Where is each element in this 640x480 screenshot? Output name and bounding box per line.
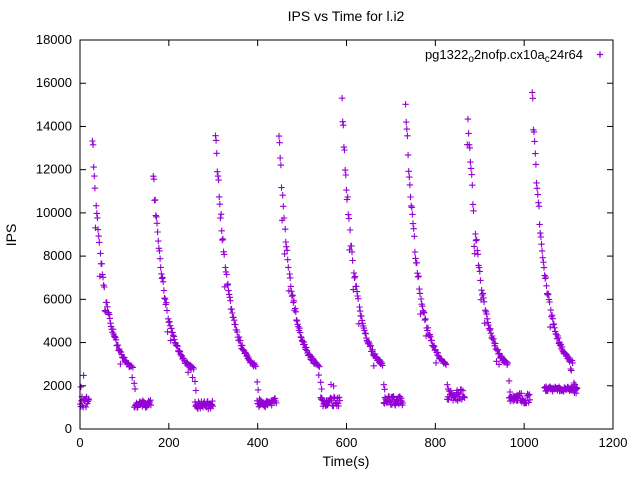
x-tick-label: 800 [424, 435, 446, 450]
x-tick-label: 0 [76, 435, 83, 450]
y-tick-label: 8000 [43, 248, 72, 263]
y-tick-label: 2000 [43, 378, 72, 393]
x-tick-label: 1200 [599, 435, 628, 450]
axis-ticks: 0 200 400 600 800 1000 12000200040006000800010… [36, 32, 628, 450]
series-plus-markers [77, 89, 581, 413]
legend-label: pg1322o2nofp.cx10ac24r64 [425, 47, 583, 65]
chart-title: IPS vs Time for l.i2 [288, 8, 405, 24]
y-tick-label: 12000 [36, 162, 72, 177]
x-tick-label: 400 [247, 435, 269, 450]
legend-marker-plus [596, 51, 604, 58]
y-tick-label: 0 [65, 421, 72, 436]
x-tick-label: 600 [336, 435, 358, 450]
plot-border [79, 39, 614, 430]
x-tick-label: 1000 [510, 435, 539, 450]
legend: pg1322o2nofp.cx10ac24r64 [425, 47, 604, 65]
y-tick-label: 6000 [43, 291, 72, 306]
y-tick-label: 10000 [36, 205, 72, 220]
y-axis-label: IPS [3, 224, 19, 247]
x-axis-label: Time(s) [323, 453, 370, 469]
data-points [77, 89, 581, 413]
y-tick-label: 16000 [36, 75, 72, 90]
x-tick-label: 200 [158, 435, 180, 450]
y-tick-label: 14000 [36, 118, 72, 133]
y-tick-label: 4000 [43, 335, 72, 350]
y-tick-label: 18000 [36, 32, 72, 47]
